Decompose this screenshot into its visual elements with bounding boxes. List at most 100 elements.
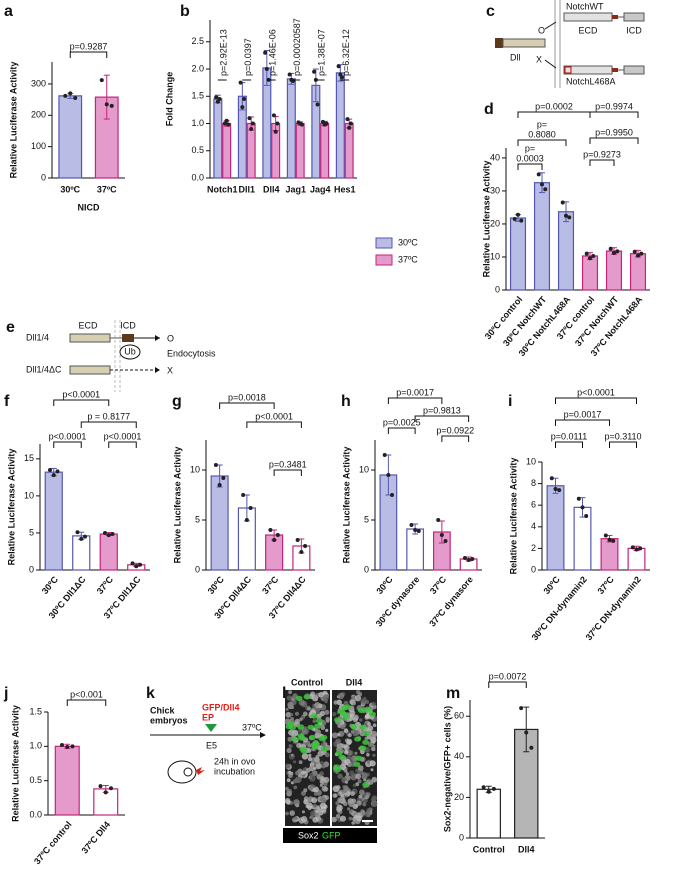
- y-tick-label: 4: [531, 521, 536, 531]
- bracket: [273, 469, 302, 476]
- annotation: p=0.0017: [564, 409, 602, 419]
- bracket: [441, 435, 470, 442]
- gfp-cell: [320, 734, 328, 741]
- label: ICD: [120, 320, 136, 330]
- panel-label: d: [484, 101, 494, 118]
- cell: [296, 776, 302, 782]
- y-axis-label: Relative Luciferase Activity: [481, 161, 491, 278]
- x-tick-label: 37ºC: [260, 574, 281, 596]
- gfp-cell: [363, 731, 371, 737]
- gfp-cell: [343, 704, 351, 710]
- y-tick-label: 0: [531, 564, 536, 574]
- data-point: [612, 251, 616, 256]
- gfp-cell: [321, 746, 328, 752]
- y-tick-label: 30: [490, 185, 500, 195]
- cell: [290, 713, 294, 717]
- y-axis-label: Fold Change: [164, 72, 174, 127]
- data-point: [588, 256, 592, 261]
- cell: [316, 713, 322, 720]
- data-point: [134, 564, 139, 569]
- cell: [312, 719, 317, 723]
- arrow: [544, 21, 557, 30]
- y-axis-label: Relative Luciferase Activity: [6, 449, 16, 566]
- y-tick-label: 1.5: [29, 706, 42, 716]
- gfp-cell: [362, 739, 370, 745]
- gfp-cell: [338, 754, 346, 760]
- data-point: [295, 538, 300, 542]
- x-tick-label: 30ºC DN-dynamin2: [530, 574, 589, 642]
- tm: [612, 15, 618, 19]
- annotation: p=0.0017: [396, 387, 434, 397]
- cell: [370, 747, 375, 751]
- egg: [167, 760, 197, 784]
- data-point: [607, 537, 612, 542]
- arrow: [544, 59, 557, 69]
- cell: [301, 770, 306, 775]
- cell: [285, 707, 289, 711]
- data-point: [79, 536, 84, 541]
- y-tick-label: 1.0: [29, 741, 42, 751]
- y-tick-label: 60: [454, 711, 464, 721]
- x-tick-label: Dll4: [518, 844, 535, 854]
- label: 24h in ovo: [214, 756, 256, 766]
- cell: [361, 812, 365, 816]
- x-tick-label: Hes1: [334, 184, 356, 194]
- cell: [337, 773, 343, 779]
- cell: [307, 706, 311, 711]
- arrow-head: [260, 732, 266, 738]
- annotation: p=: [525, 143, 535, 153]
- cell: [336, 699, 343, 706]
- x-tick-label: 37ºC control: [32, 819, 74, 866]
- annotation: p=0.9273: [583, 149, 621, 159]
- gfp-cell: [291, 736, 299, 742]
- bracket: [517, 111, 591, 118]
- cell: [301, 753, 309, 760]
- cell: [321, 785, 328, 792]
- label: NotchL468A: [566, 76, 616, 86]
- gfp-cell: [314, 723, 322, 729]
- cell: [336, 806, 342, 813]
- cell: [305, 767, 311, 773]
- cell: [350, 791, 355, 796]
- data-point: [102, 530, 107, 535]
- gfp-cell: [308, 734, 316, 741]
- gfp-cell: [311, 744, 319, 750]
- annotation: p=0.0018: [228, 392, 266, 402]
- gfp-cell: [297, 733, 305, 739]
- cell: [309, 815, 313, 820]
- y-tick-label: 300: [31, 78, 46, 88]
- bracket: [517, 139, 567, 146]
- cell: [307, 756, 313, 762]
- x-tick-label: 37ºC Dll4: [79, 819, 112, 855]
- data-point: [519, 706, 524, 711]
- cell: [309, 693, 315, 700]
- panel-label: h: [341, 393, 351, 410]
- annotation: p<0.0001: [577, 387, 615, 397]
- annotation: p<0.0001: [62, 389, 100, 399]
- cell: [366, 792, 371, 797]
- gfp-cell: [300, 748, 308, 754]
- cell: [345, 772, 350, 776]
- gfp-cell: [334, 767, 342, 773]
- label: Dll1/4ΔC: [26, 364, 62, 374]
- cell: [366, 808, 371, 813]
- cell: [288, 770, 292, 775]
- icd-box: [623, 12, 645, 22]
- gfp-cell: [362, 782, 370, 788]
- label: Dll: [510, 52, 521, 62]
- data-point: [287, 72, 292, 77]
- cell: [333, 700, 338, 705]
- cell: [353, 730, 360, 736]
- cell: [286, 800, 291, 805]
- data-point: [47, 467, 52, 472]
- cell: [332, 712, 337, 717]
- bar: [344, 122, 354, 179]
- data-point: [217, 483, 222, 487]
- cell: [342, 787, 348, 793]
- gfp-cell: [335, 750, 343, 756]
- embryo: [183, 767, 193, 777]
- label: ECD: [578, 25, 598, 35]
- cell: [323, 694, 329, 701]
- data-point: [529, 745, 534, 750]
- cell: [313, 766, 317, 771]
